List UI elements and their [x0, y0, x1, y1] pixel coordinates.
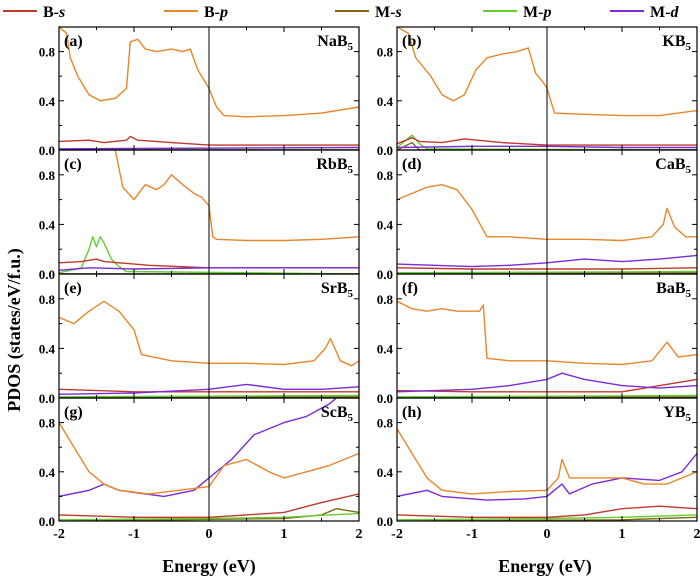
x-tick-label: 1: [281, 527, 288, 542]
x-tick-label: -1: [466, 527, 478, 542]
y-tick-label: 0.8: [39, 292, 56, 307]
legend-label: B-p: [204, 4, 228, 21]
panel-a: 0.0 0.4 0.8 (a) NaB5: [39, 26, 360, 158]
legend-label: B-s: [43, 4, 65, 21]
x-axis-title-left: Energy (eV): [162, 556, 255, 577]
y-tick-label: 0.4: [377, 94, 394, 109]
plot-area: [59, 150, 359, 274]
compound-label: ScB5: [321, 404, 354, 424]
legend-entry-Ms: M-s: [335, 4, 402, 21]
y-tick-label: 0.8: [39, 45, 56, 60]
x-tick-label: -2: [391, 527, 403, 542]
series-line-Bs: [59, 135, 359, 146]
compound-label: YB5: [663, 404, 691, 424]
y-tick-label: 0.4: [377, 341, 394, 356]
series-line-Bs: [397, 137, 697, 146]
y-tick-label: 0.8: [39, 168, 56, 183]
y-tick-label: 0.4: [39, 94, 56, 109]
y-tick-label: 0.0: [39, 514, 55, 529]
compound-label: SrB5: [321, 280, 354, 300]
x-tick-label: 0: [544, 527, 551, 542]
y-tick-label: 0.8: [377, 416, 394, 431]
y-tick-label: 0.0: [39, 143, 55, 158]
panel-e: 0.0 0.4 0.8 (e) SrB5: [39, 273, 360, 406]
panel-label: (g): [64, 404, 83, 421]
panel-label: (e): [64, 280, 82, 297]
panel-label: (f): [402, 280, 418, 297]
legend-label: M-d: [650, 4, 679, 21]
y-tick-label: 0.4: [377, 217, 394, 232]
y-tick-label: 0.0: [39, 391, 55, 406]
x-tick-label: -2: [53, 527, 65, 542]
compound-label: KB5: [662, 33, 691, 53]
x-tick-label: 2: [356, 527, 363, 542]
compound-label: RbB5: [316, 156, 353, 176]
legend-entry-Mp: M-p: [483, 4, 551, 21]
legend-entry-Md: M-d: [610, 4, 679, 21]
y-tick-label: 0.0: [39, 267, 55, 282]
y-tick-label: 0.4: [39, 341, 56, 356]
compound-label: BaB5: [656, 280, 691, 300]
compound-label: NaB5: [317, 33, 353, 53]
panel-label: (h): [402, 404, 422, 421]
y-tick-label: 0.8: [39, 416, 56, 431]
panel-label: (b): [402, 33, 422, 50]
y-tick-label: 0.8: [377, 292, 394, 307]
series-line-Md: [397, 452, 697, 501]
y-tick-label: 0.4: [377, 465, 394, 480]
legend-label: M-p: [523, 4, 551, 21]
panel-grid: 0.0 0.4 0.8 (a) NaB5 0.0 0.4 0.8 (b) KB5 0.0 0.4 0.8…: [39, 26, 700, 542]
series-line-Bp: [114, 150, 359, 242]
panel-g: 0.0 0.4 0.8 -2 -1 0 1 2 (g) ScB5: [39, 397, 363, 542]
panel-label: (a): [64, 33, 83, 50]
y-tick-label: 0.0: [377, 143, 393, 158]
y-tick-label: 0.0: [377, 514, 393, 529]
y-tick-label: 0.0: [377, 267, 393, 282]
compound-label: CaB5: [655, 156, 691, 176]
series-line-Md: [59, 267, 359, 271]
plot-area: [397, 27, 697, 150]
series-line-Bp: [59, 422, 359, 495]
panel-label: (d): [402, 156, 422, 173]
y-tick-label: 0.8: [377, 168, 394, 183]
y-tick-label: 0.4: [39, 217, 56, 232]
y-tick-label: 0.0: [377, 391, 393, 406]
y-tick-label: 0.4: [39, 465, 56, 480]
x-axis-title-right: Energy (eV): [498, 556, 591, 577]
x-tick-label: -1: [128, 527, 140, 542]
panel-label: (c): [64, 156, 82, 173]
series-line-Md: [397, 372, 697, 393]
legend-entry-Bp: B-p: [164, 4, 228, 21]
series-line-Bp: [59, 27, 359, 118]
series-line-Ms: [397, 141, 697, 150]
series-line-Bp: [397, 428, 697, 495]
y-tick-label: 0.8: [377, 45, 394, 60]
panel-c: 0.0 0.4 0.8 (c) RbB5: [39, 149, 360, 282]
panel-d: 0.0 0.4 0.8 (d) CaB5: [377, 149, 698, 282]
panel-b: 0.0 0.4 0.8 (b) KB5: [377, 26, 698, 158]
panel-f: 0.0 0.4 0.8 (f) BaB5: [377, 273, 698, 406]
legend-label: M-s: [375, 4, 402, 21]
x-tick-label: 0: [206, 527, 213, 542]
series-line-Bp: [397, 27, 697, 117]
x-tick-label: 1: [619, 527, 626, 542]
legend-entry-Bs: B-s: [3, 4, 65, 21]
panel-h: 0.0 0.4 0.8 -2 -1 0 1 2 (h) YB5: [377, 397, 700, 542]
x-tick-label: 2: [694, 527, 700, 542]
series-line-Bp: [397, 300, 697, 366]
legend: B-s B-p M-s M-p M-d: [3, 4, 679, 21]
y-axis-title: PDOS (states/eV/f.u.): [4, 248, 25, 411]
